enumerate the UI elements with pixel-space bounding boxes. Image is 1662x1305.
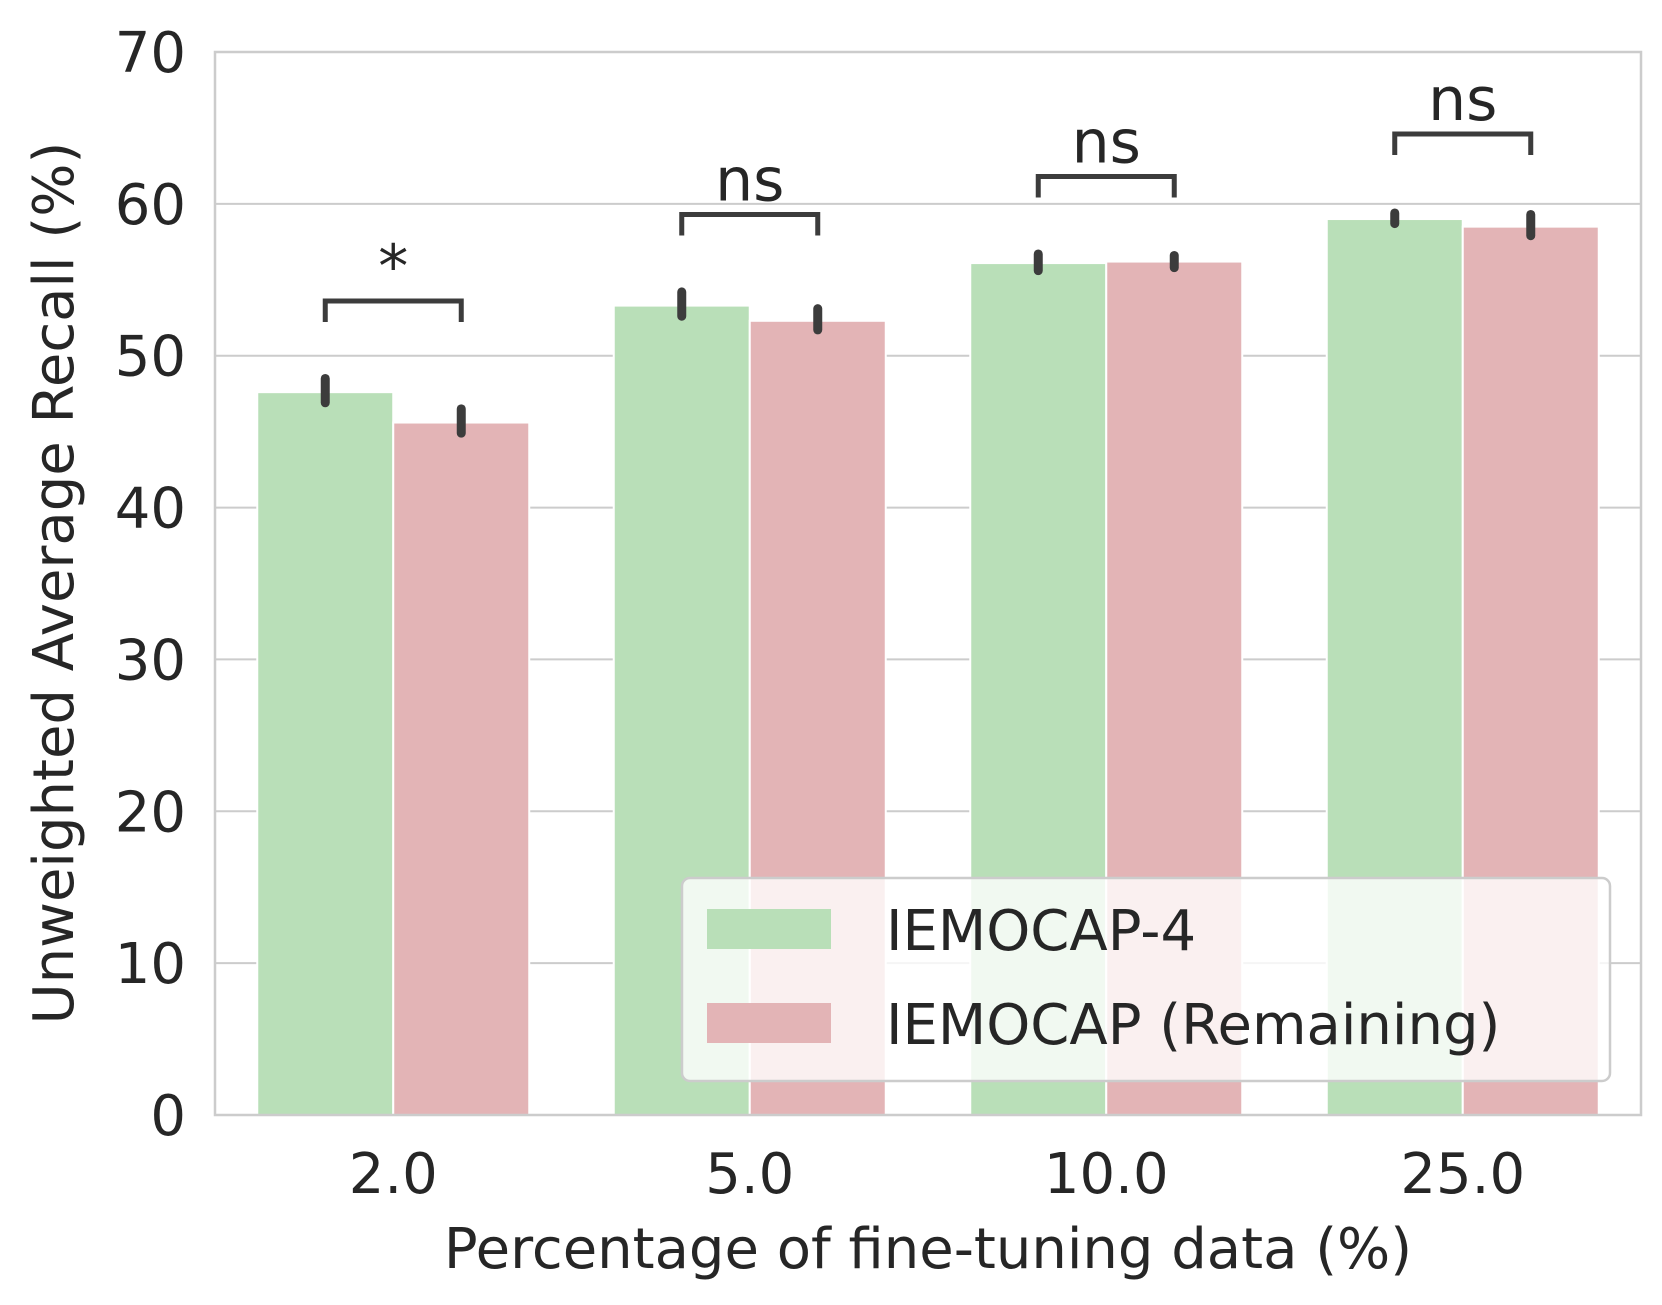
y-tick-label: 0	[150, 1084, 186, 1149]
x-tick-label: 25.0	[1400, 1142, 1525, 1207]
y-tick-label: 30	[115, 628, 186, 693]
x-axis-ticks: 2.0 5.0 10.0 25.0	[349, 1142, 1525, 1207]
legend-label-iemocap-remaining: IEMOCAP (Remaining)	[886, 993, 1500, 1058]
legend-swatch-iemocap-remaining	[707, 1003, 831, 1043]
x-tick-label: 2.0	[349, 1142, 438, 1207]
y-axis-ticks: 0 10 20 30 40 50 60 70	[115, 21, 186, 1149]
significance-bracket-2-0	[322, 298, 464, 323]
legend-frame	[680, 876, 1612, 1083]
legend-label-iemocap-4: IEMOCAP-4	[886, 899, 1196, 964]
y-tick-label: 60	[115, 173, 186, 238]
significance-bracket-5-0	[679, 211, 821, 236]
y-tick-label: 20	[115, 780, 186, 845]
legend-swatch-iemocap-4	[707, 909, 831, 949]
significance-label-2-0: *	[378, 232, 408, 302]
error-bars	[320, 208, 1536, 438]
y-tick-label: 50	[115, 325, 186, 390]
legend: IEMOCAP-4 IEMOCAP (Remaining)	[680, 876, 1612, 1083]
plot-frame	[213, 50, 1643, 1117]
significance-label-25-0: ns	[1428, 65, 1497, 135]
significance-label-10-0: ns	[1072, 108, 1141, 178]
y-tick-label: 40	[115, 477, 186, 542]
bar-iemocap-4-2-0	[256, 391, 395, 1117]
bar-iemocap-remaining-2-0	[392, 421, 531, 1116]
significance-bracket-25-0	[1392, 131, 1534, 156]
significance-bracket-10-0	[1035, 174, 1177, 198]
x-tick-label: 5.0	[705, 1142, 794, 1207]
significance-annotations: * ns ns ns	[322, 65, 1534, 323]
significance-label-5-0: ns	[715, 145, 784, 215]
x-axis-title: Percentage of fine-tuning data (%)	[444, 1217, 1412, 1282]
y-axis-title: Unweighted Average Recall (%)	[22, 142, 87, 1025]
y-tick-label: 10	[115, 932, 186, 997]
y-tick-label: 70	[115, 21, 186, 86]
x-tick-label: 10.0	[1044, 1142, 1169, 1207]
